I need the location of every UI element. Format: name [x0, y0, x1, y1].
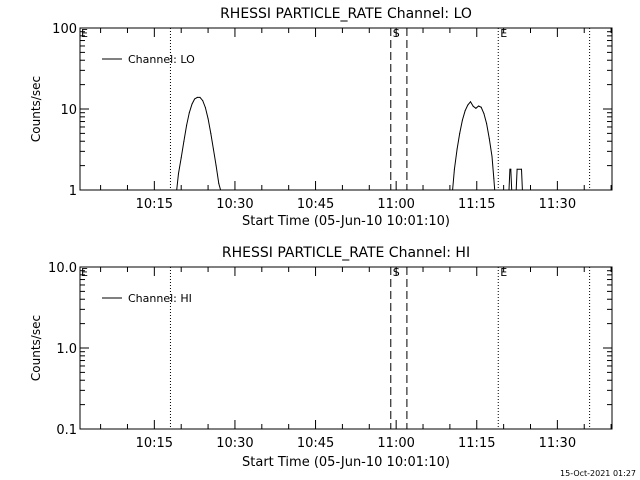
y-tick-label: 10.0: [48, 261, 77, 276]
data-point: [491, 155, 493, 157]
event-marker-label: S: [393, 266, 400, 279]
data-point: [470, 101, 471, 103]
data-point: [218, 183, 220, 185]
data-point: [467, 104, 469, 106]
chart-title: RHESSI PARTICLE_RATE Channel: HI: [222, 245, 470, 261]
event-marker-label: E: [500, 266, 507, 279]
data-point: [509, 168, 511, 170]
data-point: [207, 118, 209, 120]
x-axis-label: Start Time (05-Jun-10 10:01:10): [242, 455, 450, 470]
data-point: [183, 140, 185, 142]
data-point: [480, 106, 482, 108]
x-tick-label: 10:45: [297, 197, 334, 212]
data-point: [212, 148, 214, 150]
legend-label: Channel: HI: [128, 292, 192, 305]
event-marker-label: S: [393, 27, 400, 40]
series-line: [452, 100, 496, 191]
data-point: [194, 98, 196, 100]
data-point: [464, 110, 466, 112]
y-tick-label: 1: [69, 184, 77, 199]
data-point: [456, 148, 458, 150]
data-point: [472, 105, 474, 107]
data-point: [176, 189, 178, 191]
data-point: [511, 189, 513, 191]
data-point: [494, 189, 496, 191]
event-marker-label: E: [500, 27, 507, 40]
data-point: [220, 189, 222, 191]
data-point: [204, 107, 206, 109]
chart-title: RHESSI PARTICLE_RATE Channel: LO: [220, 6, 472, 22]
y-axis-label: Counts/sec: [29, 76, 43, 142]
corner-label: E: [81, 27, 88, 40]
data-point: [196, 96, 198, 98]
data-point: [188, 112, 190, 114]
x-tick-label: 10:15: [136, 436, 173, 451]
data-point: [478, 105, 480, 107]
y-tick-label: 10: [60, 103, 77, 118]
data-point: [186, 124, 188, 126]
legend-label: Channel: LO: [128, 53, 195, 66]
series-line: [508, 168, 513, 191]
data-point: [461, 119, 463, 121]
data-point: [199, 96, 201, 98]
data-point: [459, 132, 461, 134]
x-tick-label: 11:00: [377, 436, 414, 451]
x-tick-label: 11:30: [539, 197, 576, 212]
corner-label: E: [81, 266, 88, 279]
x-tick-label: 11:15: [458, 436, 495, 451]
series-line: [176, 96, 222, 191]
data-point: [488, 138, 490, 140]
data-point: [475, 107, 477, 109]
y-tick-label: 0.1: [56, 423, 77, 438]
x-tick-label: 10:30: [216, 197, 253, 212]
data-point: [191, 103, 193, 105]
x-tick-label: 10:45: [297, 436, 334, 451]
y-tick-label: 100: [52, 22, 77, 37]
data-point: [453, 168, 455, 170]
x-tick-label: 11:00: [377, 197, 414, 212]
data-point: [516, 168, 518, 170]
x-axis-label: Start Time (05-Jun-10 10:01:10): [242, 214, 450, 229]
x-tick-label: 10:15: [136, 197, 173, 212]
data-point: [521, 168, 522, 170]
data-point: [508, 189, 510, 191]
data-point: [521, 189, 523, 191]
x-tick-label: 11:15: [458, 197, 495, 212]
data-point: [202, 100, 204, 102]
data-point: [486, 123, 488, 125]
data-point: [483, 113, 485, 114]
data-point: [515, 189, 517, 191]
y-axis-label: Counts/sec: [29, 315, 43, 381]
data-point: [210, 132, 212, 134]
x-tick-label: 10:30: [216, 436, 253, 451]
series-line: [515, 168, 523, 191]
data-point: [452, 189, 454, 191]
y-tick-label: 1.0: [56, 342, 77, 357]
data-point: [493, 177, 495, 179]
x-tick-label: 11:30: [539, 436, 576, 451]
data-point: [510, 168, 512, 170]
footer-timestamp: 15-Oct-2021 01:27: [560, 469, 636, 478]
data-point: [180, 157, 182, 159]
data-point: [178, 173, 179, 174]
data-point: [215, 165, 217, 167]
